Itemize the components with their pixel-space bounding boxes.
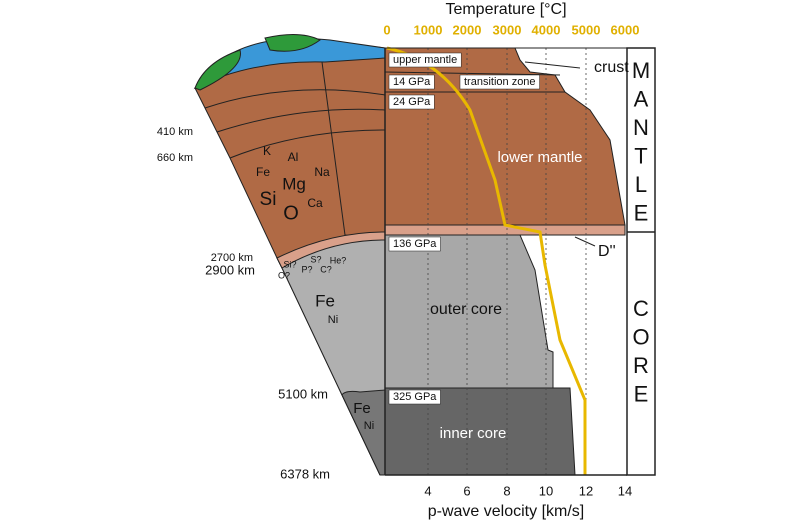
depth-label: 2900 km [205, 262, 255, 277]
crust-label: crust [594, 59, 629, 76]
side-letter: T [634, 143, 647, 168]
top-axis-title: Temperature [°C] [445, 1, 566, 18]
label-box [459, 74, 540, 90]
bottom-tick-label: 10 [539, 483, 553, 498]
element: Mg [282, 174, 306, 193]
labels: Temperature [°C] p-wave velocity [km/s] … [157, 1, 650, 520]
label-box [388, 94, 435, 110]
element: Ni [328, 314, 338, 326]
bottom-tick-label: 4 [424, 483, 431, 498]
side-letter: O [632, 324, 649, 349]
depth-label: 5100 km [278, 386, 328, 401]
element: O [283, 202, 299, 224]
layer-label: inner core [440, 425, 507, 442]
top-tick-label: 4000 [532, 22, 561, 37]
side-letter: N [633, 115, 649, 140]
side-letter: L [635, 172, 647, 197]
light-element: C? [320, 264, 332, 274]
element: Na [314, 165, 330, 179]
element: Ca [307, 196, 323, 210]
side-letter: E [634, 381, 649, 406]
bottom-tick-label: 14 [618, 483, 632, 498]
d2-label: D'' [598, 243, 616, 260]
layer-label: transition zone [464, 76, 536, 88]
top-tick-label: 5000 [572, 22, 601, 37]
outer-core-label: outer core [430, 301, 502, 318]
element: Ni [364, 420, 374, 432]
profile [384, 46, 656, 476]
layer-label: lower mantle [497, 149, 582, 166]
light-element: He? [330, 255, 347, 265]
light-element: Si? [283, 259, 296, 269]
light-element: P? [301, 264, 312, 274]
top-tick-label: 1000 [414, 22, 443, 37]
depth-label: 410 km [157, 126, 193, 138]
side-letter: R [633, 353, 649, 378]
label-box [388, 52, 462, 68]
light-element: O? [278, 270, 290, 280]
element: K [263, 144, 271, 158]
wedge [193, 34, 386, 476]
side-letter: C [633, 296, 649, 321]
element: Fe [256, 165, 270, 179]
top-tick-label: 0 [383, 22, 390, 37]
label-box [388, 389, 441, 405]
bottom-tick-label: 8 [503, 483, 510, 498]
label-box [388, 236, 441, 252]
pressure-label: 325 GPa [393, 391, 437, 403]
bottom-tick-label: 12 [579, 483, 593, 498]
pressure-label: 136 GPa [393, 238, 437, 250]
pressure-label: 14 GPa [393, 76, 431, 88]
top-tick-label: 6000 [611, 22, 640, 37]
light-element: S? [310, 254, 321, 264]
element: Al [288, 150, 299, 164]
element: Fe [353, 400, 371, 417]
bottom-tick-label: 6 [463, 483, 470, 498]
element: Fe [315, 291, 335, 310]
depth-label: 660 km [157, 152, 193, 164]
side-letter: M [632, 58, 650, 83]
depth-label: 6378 km [280, 466, 330, 481]
element: Si [260, 189, 277, 210]
label-box [388, 74, 435, 90]
top-tick-label: 3000 [493, 22, 522, 37]
layer-label: upper mantle [393, 54, 457, 66]
depth-label: 2700 km [211, 252, 253, 264]
pressure-label: 24 GPa [393, 96, 431, 108]
side-letter: E [634, 200, 649, 225]
bottom-axis-title: p-wave velocity [km/s] [428, 503, 584, 520]
top-tick-label: 2000 [453, 22, 482, 37]
side-letter: A [634, 86, 649, 111]
